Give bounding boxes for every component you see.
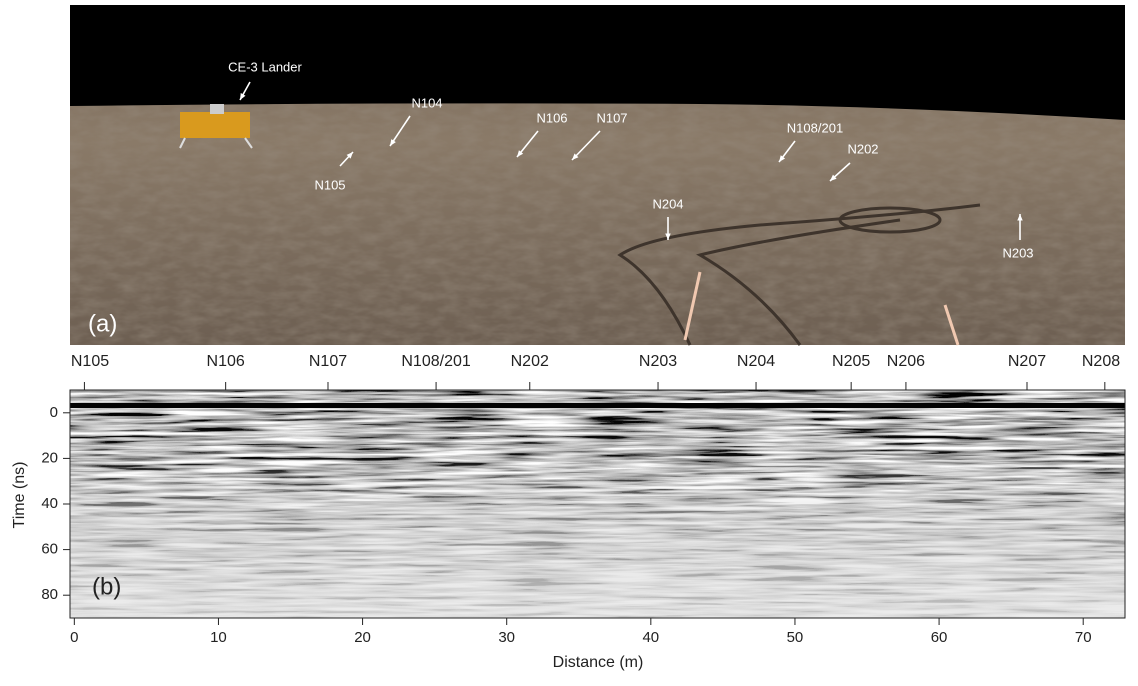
annotation-label: N104 [411,95,442,110]
x-tick-label: 10 [210,629,227,646]
radargram-fade [70,390,1125,618]
annotation-label: N204 [652,196,683,211]
x-tick-label: 30 [498,629,515,646]
panel-label: (a) [88,310,117,337]
y-tick-label: 0 [50,404,58,421]
y-tick-label: 20 [41,449,58,466]
x-tick-label: 70 [1075,629,1092,646]
x-tick-label: 0 [70,629,78,646]
y-axis-label: Time (ns) [11,462,28,529]
station-label: N207 [1008,353,1046,370]
figure: (a) CE-3 Lander N104 N105 N106 N107 N108/201 N… [0,0,1138,681]
photo-panel: (a) CE-3 Lander N104 N105 N106 N107 N108/201 N… [70,5,1125,345]
x-tick-label: 40 [642,629,659,646]
station-label: N202 [511,353,549,370]
annotation-label: CE-3 Lander [228,59,302,74]
annotation-label: N202 [847,141,878,156]
station-label: N105 [71,353,109,370]
station-label: N205 [832,353,870,370]
y-tick-label: 40 [41,495,58,512]
x-tick-label: 20 [354,629,371,646]
station-label: N203 [639,353,677,370]
annotation-label: N105 [314,177,345,192]
station-label: N108/201 [401,353,470,370]
y-tick-label: 60 [41,541,58,558]
x-axis-label: Distance (m) [553,654,644,671]
station-label: N204 [737,353,775,370]
x-tick-label: 50 [787,629,804,646]
annotation-label: N203 [1002,245,1033,260]
radargram-chart: (b) Distance (m) Time (ns) 0 10 20 30 40 50 60… [11,353,1125,671]
station-label: N106 [207,353,245,370]
x-tick-label: 60 [931,629,948,646]
annotation-label: N107 [596,110,627,125]
station-label: N208 [1082,353,1120,370]
station-label: N107 [309,353,347,370]
annotation-label: N106 [536,110,567,125]
y-tick-label: 80 [41,586,58,603]
station-label: N206 [887,353,925,370]
annotation-label: N108/201 [787,120,843,135]
panel-label: (b) [92,573,121,600]
